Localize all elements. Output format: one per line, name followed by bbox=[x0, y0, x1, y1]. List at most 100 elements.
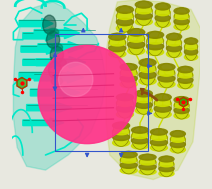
FancyArrow shape bbox=[19, 70, 60, 81]
Ellipse shape bbox=[166, 50, 182, 57]
Ellipse shape bbox=[174, 97, 189, 103]
Ellipse shape bbox=[178, 66, 193, 73]
Ellipse shape bbox=[128, 47, 145, 55]
Ellipse shape bbox=[147, 31, 164, 38]
FancyArrow shape bbox=[23, 118, 64, 128]
Ellipse shape bbox=[135, 101, 152, 108]
Ellipse shape bbox=[158, 75, 175, 82]
Ellipse shape bbox=[120, 81, 137, 88]
Ellipse shape bbox=[135, 18, 152, 25]
Ellipse shape bbox=[113, 139, 130, 146]
Bar bbox=[55, 34, 148, 151]
FancyArrow shape bbox=[34, 27, 80, 39]
Ellipse shape bbox=[113, 134, 130, 140]
Ellipse shape bbox=[116, 105, 133, 112]
Ellipse shape bbox=[135, 96, 152, 103]
Ellipse shape bbox=[135, 107, 152, 114]
Ellipse shape bbox=[116, 18, 133, 26]
Ellipse shape bbox=[139, 164, 156, 170]
Ellipse shape bbox=[113, 122, 130, 129]
Ellipse shape bbox=[51, 77, 63, 85]
Ellipse shape bbox=[139, 159, 156, 165]
Ellipse shape bbox=[139, 59, 156, 66]
Ellipse shape bbox=[155, 15, 170, 21]
Ellipse shape bbox=[147, 43, 164, 50]
Polygon shape bbox=[13, 2, 106, 170]
Ellipse shape bbox=[159, 161, 174, 167]
Ellipse shape bbox=[139, 65, 156, 72]
Ellipse shape bbox=[174, 24, 189, 30]
Ellipse shape bbox=[147, 37, 164, 44]
Ellipse shape bbox=[166, 33, 182, 40]
Ellipse shape bbox=[158, 81, 175, 88]
Ellipse shape bbox=[109, 39, 126, 46]
Ellipse shape bbox=[55, 59, 66, 66]
Ellipse shape bbox=[154, 105, 171, 112]
Ellipse shape bbox=[47, 28, 59, 36]
Ellipse shape bbox=[139, 77, 156, 85]
Ellipse shape bbox=[46, 31, 60, 48]
Ellipse shape bbox=[174, 112, 189, 119]
Ellipse shape bbox=[116, 12, 133, 19]
FancyArrow shape bbox=[30, 87, 80, 98]
Ellipse shape bbox=[166, 39, 182, 46]
Ellipse shape bbox=[50, 46, 63, 63]
Polygon shape bbox=[106, 0, 201, 180]
Ellipse shape bbox=[178, 72, 193, 78]
Ellipse shape bbox=[155, 20, 170, 27]
Ellipse shape bbox=[174, 102, 189, 108]
Ellipse shape bbox=[139, 71, 156, 79]
Ellipse shape bbox=[116, 94, 133, 101]
Ellipse shape bbox=[154, 100, 171, 106]
FancyArrow shape bbox=[19, 18, 53, 29]
Ellipse shape bbox=[109, 45, 126, 52]
Ellipse shape bbox=[170, 131, 185, 137]
Ellipse shape bbox=[158, 69, 175, 76]
Ellipse shape bbox=[151, 145, 167, 151]
Ellipse shape bbox=[116, 100, 133, 106]
Ellipse shape bbox=[158, 64, 175, 70]
FancyArrow shape bbox=[21, 44, 59, 54]
Ellipse shape bbox=[128, 29, 145, 36]
Ellipse shape bbox=[120, 64, 137, 70]
Ellipse shape bbox=[151, 139, 167, 146]
Ellipse shape bbox=[159, 156, 174, 162]
Ellipse shape bbox=[155, 3, 170, 10]
Ellipse shape bbox=[135, 7, 152, 14]
Ellipse shape bbox=[184, 43, 198, 50]
Ellipse shape bbox=[128, 35, 145, 42]
Ellipse shape bbox=[120, 157, 137, 163]
Ellipse shape bbox=[120, 167, 137, 174]
Ellipse shape bbox=[120, 162, 137, 168]
Ellipse shape bbox=[135, 90, 152, 97]
Ellipse shape bbox=[116, 111, 133, 118]
Ellipse shape bbox=[131, 143, 149, 149]
Ellipse shape bbox=[147, 49, 164, 56]
Ellipse shape bbox=[174, 8, 189, 14]
Ellipse shape bbox=[51, 43, 63, 51]
Ellipse shape bbox=[120, 69, 137, 76]
Ellipse shape bbox=[170, 141, 185, 148]
Ellipse shape bbox=[113, 128, 130, 135]
Ellipse shape bbox=[184, 49, 198, 55]
Ellipse shape bbox=[109, 50, 126, 57]
Ellipse shape bbox=[178, 82, 193, 89]
Ellipse shape bbox=[131, 132, 149, 139]
Ellipse shape bbox=[116, 24, 133, 32]
Ellipse shape bbox=[170, 146, 185, 153]
FancyArrow shape bbox=[36, 57, 86, 68]
Ellipse shape bbox=[178, 77, 193, 83]
Ellipse shape bbox=[120, 75, 137, 82]
Ellipse shape bbox=[139, 154, 156, 160]
Ellipse shape bbox=[128, 41, 145, 48]
FancyArrow shape bbox=[27, 102, 72, 113]
Ellipse shape bbox=[131, 127, 149, 133]
Ellipse shape bbox=[174, 107, 189, 114]
Ellipse shape bbox=[135, 1, 152, 8]
Ellipse shape bbox=[151, 129, 167, 135]
Ellipse shape bbox=[154, 111, 171, 118]
Ellipse shape bbox=[139, 169, 156, 175]
Ellipse shape bbox=[43, 15, 56, 34]
Ellipse shape bbox=[151, 134, 167, 140]
Ellipse shape bbox=[131, 137, 149, 144]
